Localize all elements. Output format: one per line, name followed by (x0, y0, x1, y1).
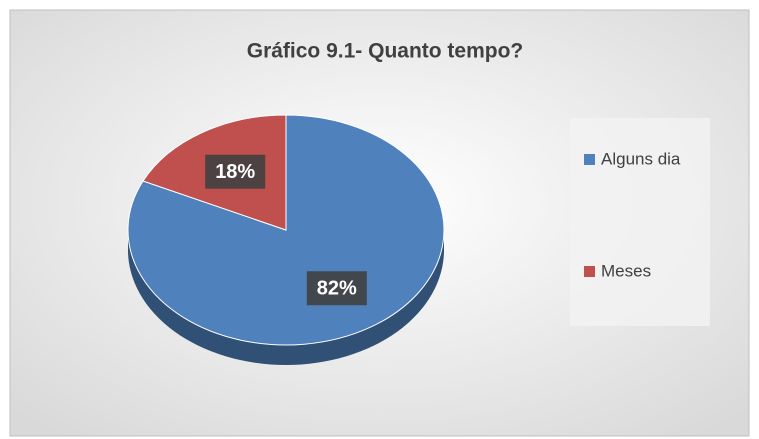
legend-swatch (584, 266, 595, 277)
chart-title: Gráfico 9.1- Quanto tempo? (247, 40, 524, 63)
data-label: 82% (317, 278, 357, 300)
data-label-box (306, 271, 367, 306)
data-label: 18% (215, 161, 255, 183)
legend-box (570, 118, 710, 326)
slice-side (128, 230, 444, 365)
legend-swatch (584, 154, 595, 165)
legend-label: Alguns dia (601, 149, 681, 168)
data-label-box (205, 154, 266, 189)
legend-label: Meses (601, 261, 651, 280)
